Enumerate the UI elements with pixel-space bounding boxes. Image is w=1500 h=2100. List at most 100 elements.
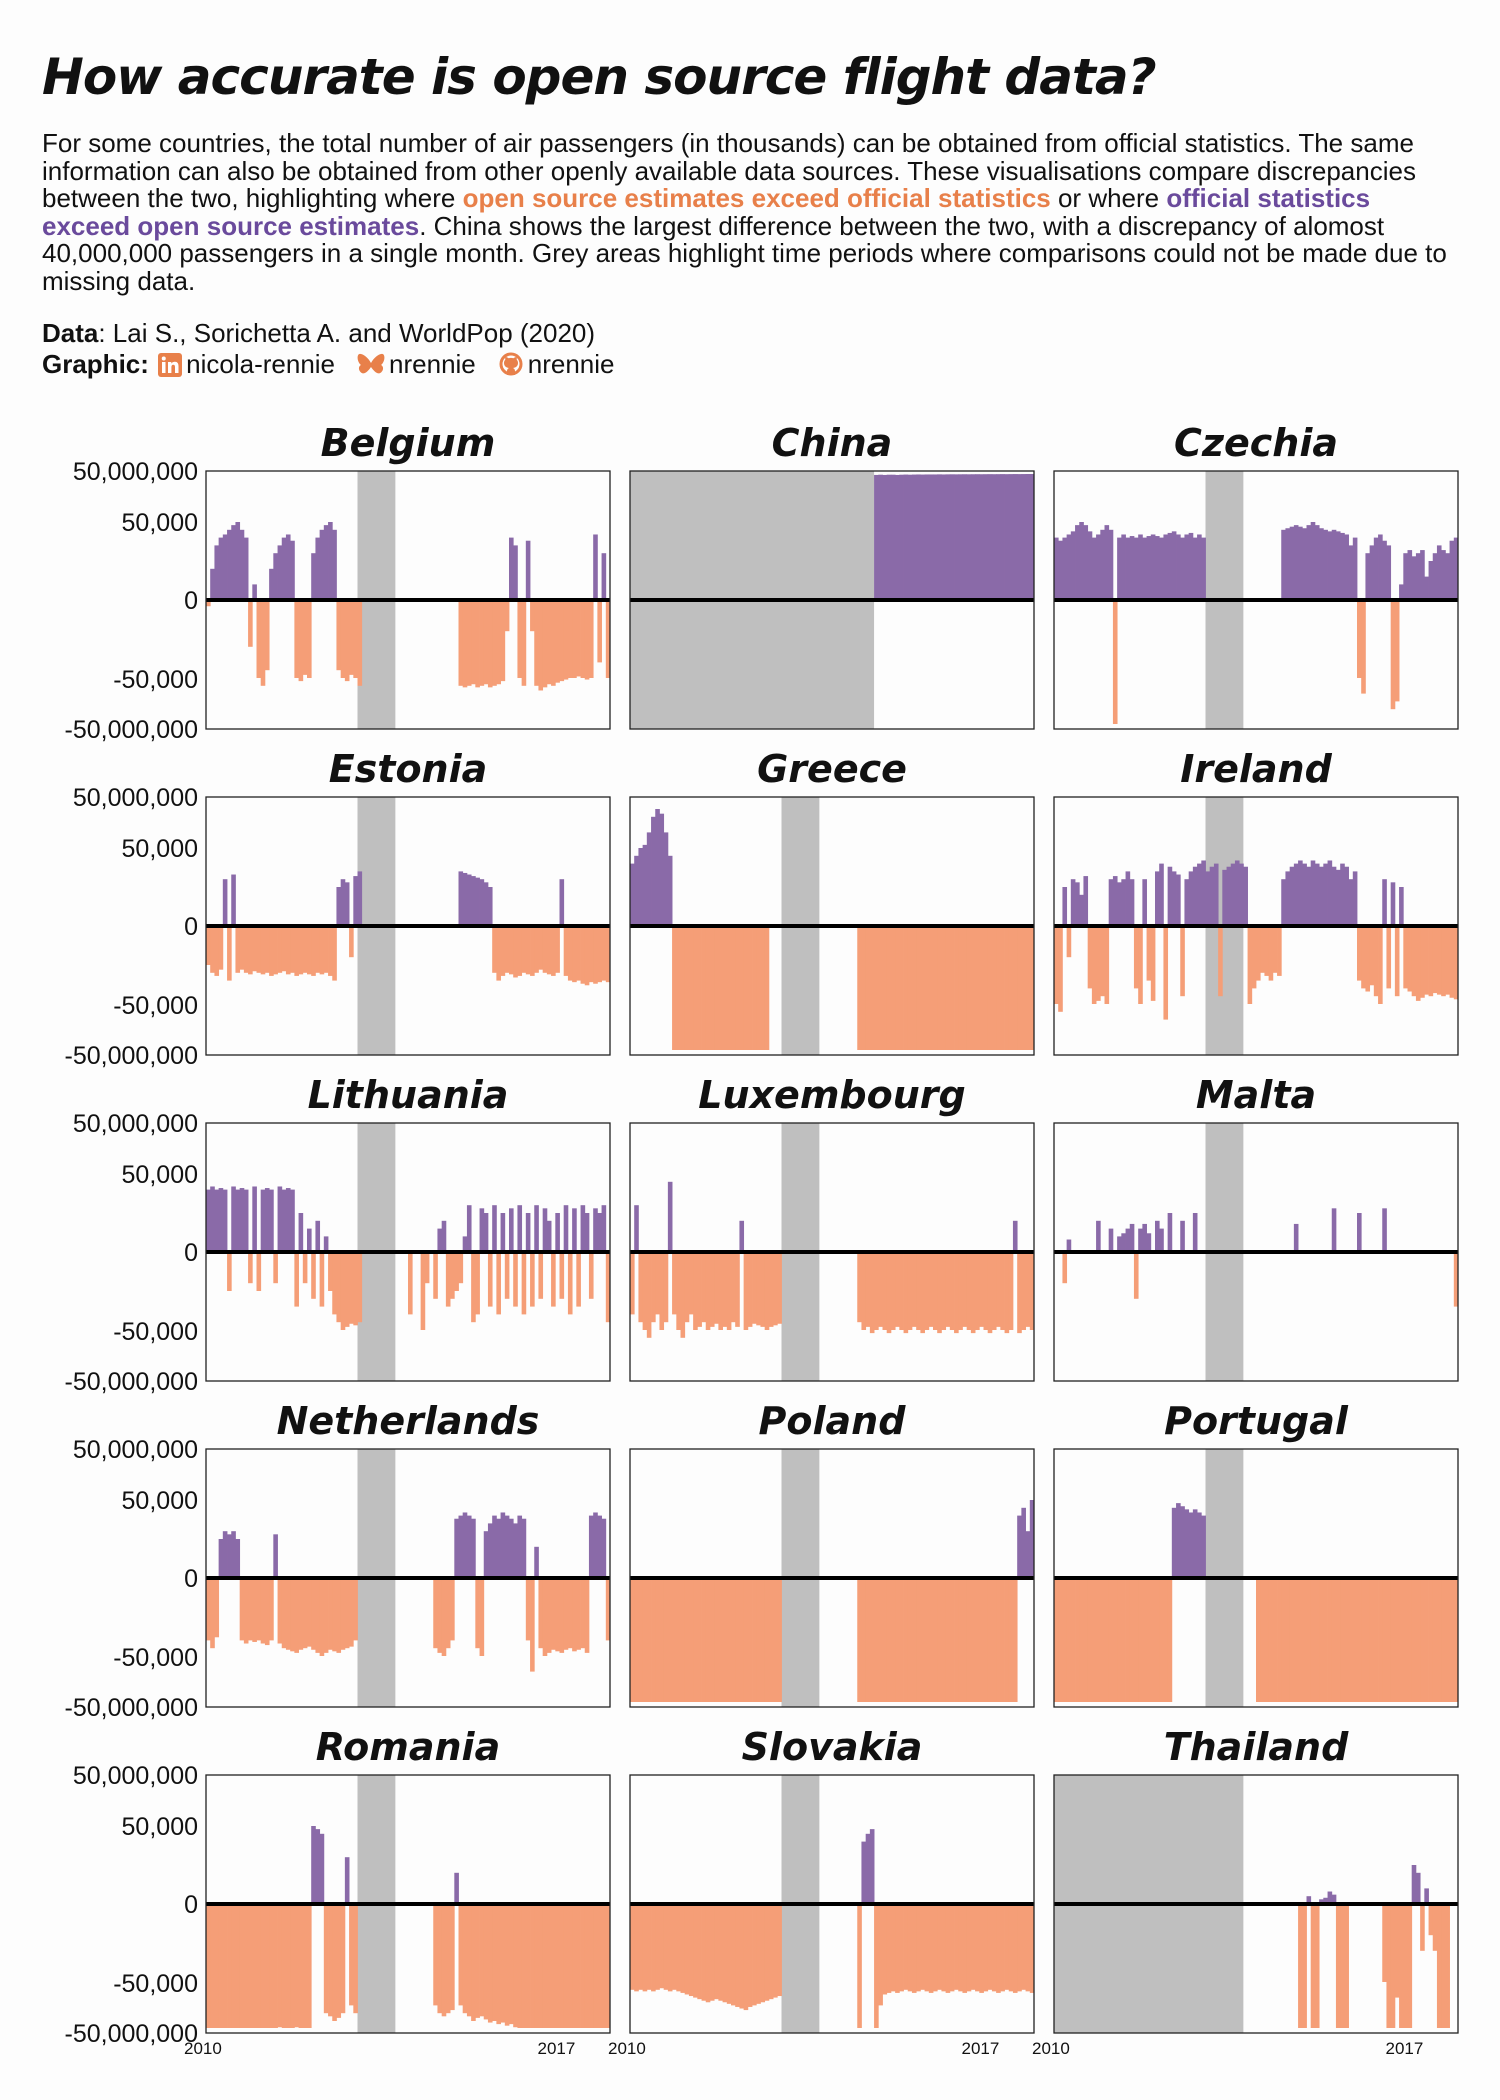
bar — [1306, 1578, 1312, 1702]
bar — [487, 887, 493, 926]
bar — [525, 1213, 531, 1252]
bar — [1021, 926, 1026, 1050]
bar — [1125, 1578, 1131, 1702]
bar — [504, 600, 510, 632]
bar — [996, 1904, 1001, 1993]
bar — [1125, 1228, 1131, 1252]
bar — [328, 1578, 333, 1650]
bar — [874, 1578, 879, 1702]
panel-frame — [205, 1122, 611, 1382]
bar — [281, 1578, 287, 1649]
bar — [1146, 926, 1152, 981]
bar — [597, 1515, 602, 1578]
bar — [256, 926, 262, 973]
bar — [667, 1904, 673, 1992]
bar — [1298, 860, 1303, 926]
bar — [924, 926, 930, 1050]
bar — [1352, 537, 1358, 600]
bar — [534, 600, 539, 686]
bar — [471, 1518, 476, 1578]
bar — [701, 1252, 707, 1323]
bar — [307, 600, 312, 678]
bar — [285, 1188, 291, 1252]
bar — [1029, 1252, 1035, 1330]
bar — [256, 1904, 262, 2028]
bar — [688, 1252, 694, 1315]
bar — [731, 1578, 736, 1702]
bar — [1201, 860, 1206, 926]
bar — [1453, 926, 1459, 1000]
bar — [1348, 545, 1354, 600]
panel-frame — [629, 1122, 1035, 1382]
bar — [458, 871, 464, 926]
bar — [1348, 879, 1354, 926]
bar — [576, 926, 581, 981]
panel-frame — [1053, 1448, 1459, 1708]
bar — [882, 474, 888, 600]
bar — [907, 1578, 913, 1702]
bar — [509, 1208, 514, 1252]
bar — [1121, 1578, 1126, 1702]
bar — [882, 926, 888, 1050]
bar — [210, 1186, 215, 1252]
bar — [1428, 1578, 1434, 1702]
bar — [538, 1578, 544, 1649]
bar — [1159, 537, 1164, 600]
bar — [1298, 526, 1303, 600]
bar — [559, 1252, 565, 1299]
bar — [349, 1578, 354, 1647]
bar — [1025, 1531, 1031, 1578]
bar — [277, 1186, 283, 1252]
bar — [563, 600, 569, 680]
y-tick-label: 50,000,000 — [73, 1110, 198, 1138]
bar — [483, 1904, 489, 2020]
bar — [697, 926, 702, 1050]
bar — [941, 1578, 947, 1702]
bar — [567, 1578, 573, 1649]
bar — [605, 926, 611, 983]
bar — [991, 1578, 997, 1702]
bar — [542, 1904, 548, 2028]
bar — [1361, 600, 1366, 694]
bar — [1415, 1872, 1421, 1904]
bar — [227, 529, 232, 600]
bar — [865, 1252, 871, 1327]
bar — [264, 1578, 270, 1646]
bar — [294, 1578, 299, 1653]
bar — [651, 1252, 656, 1323]
bar — [1331, 1208, 1337, 1252]
bar — [861, 926, 867, 1050]
bar — [546, 1904, 552, 2028]
bar — [1087, 926, 1093, 989]
bar — [546, 1220, 552, 1252]
bar — [285, 1578, 291, 1650]
bar — [1070, 1578, 1076, 1702]
bar — [651, 816, 656, 926]
bar — [714, 1252, 719, 1324]
bar — [567, 600, 573, 678]
bar — [869, 1578, 875, 1702]
bar — [576, 1904, 581, 2028]
bar — [1277, 1578, 1282, 1702]
bar — [1058, 1578, 1063, 1702]
bar — [340, 1252, 346, 1330]
bar — [928, 1252, 934, 1327]
bar — [1000, 1578, 1005, 1702]
panel-malta: Malta — [1053, 1073, 1459, 1382]
panel-luxembourg: Luxembourg — [629, 1073, 1035, 1382]
bar — [983, 1578, 989, 1702]
bar — [466, 874, 472, 926]
bar — [756, 1904, 761, 2004]
panel-frame — [1053, 796, 1459, 1056]
bar — [756, 1252, 761, 1326]
bar — [239, 529, 245, 600]
bar — [1100, 926, 1105, 997]
bar — [1192, 1213, 1198, 1252]
bar — [214, 926, 220, 976]
bar — [1424, 926, 1429, 995]
bar — [593, 1904, 598, 2028]
bar — [1197, 534, 1202, 600]
bar — [1155, 1578, 1160, 1702]
bar — [895, 1904, 900, 1993]
bar — [248, 1578, 253, 1641]
